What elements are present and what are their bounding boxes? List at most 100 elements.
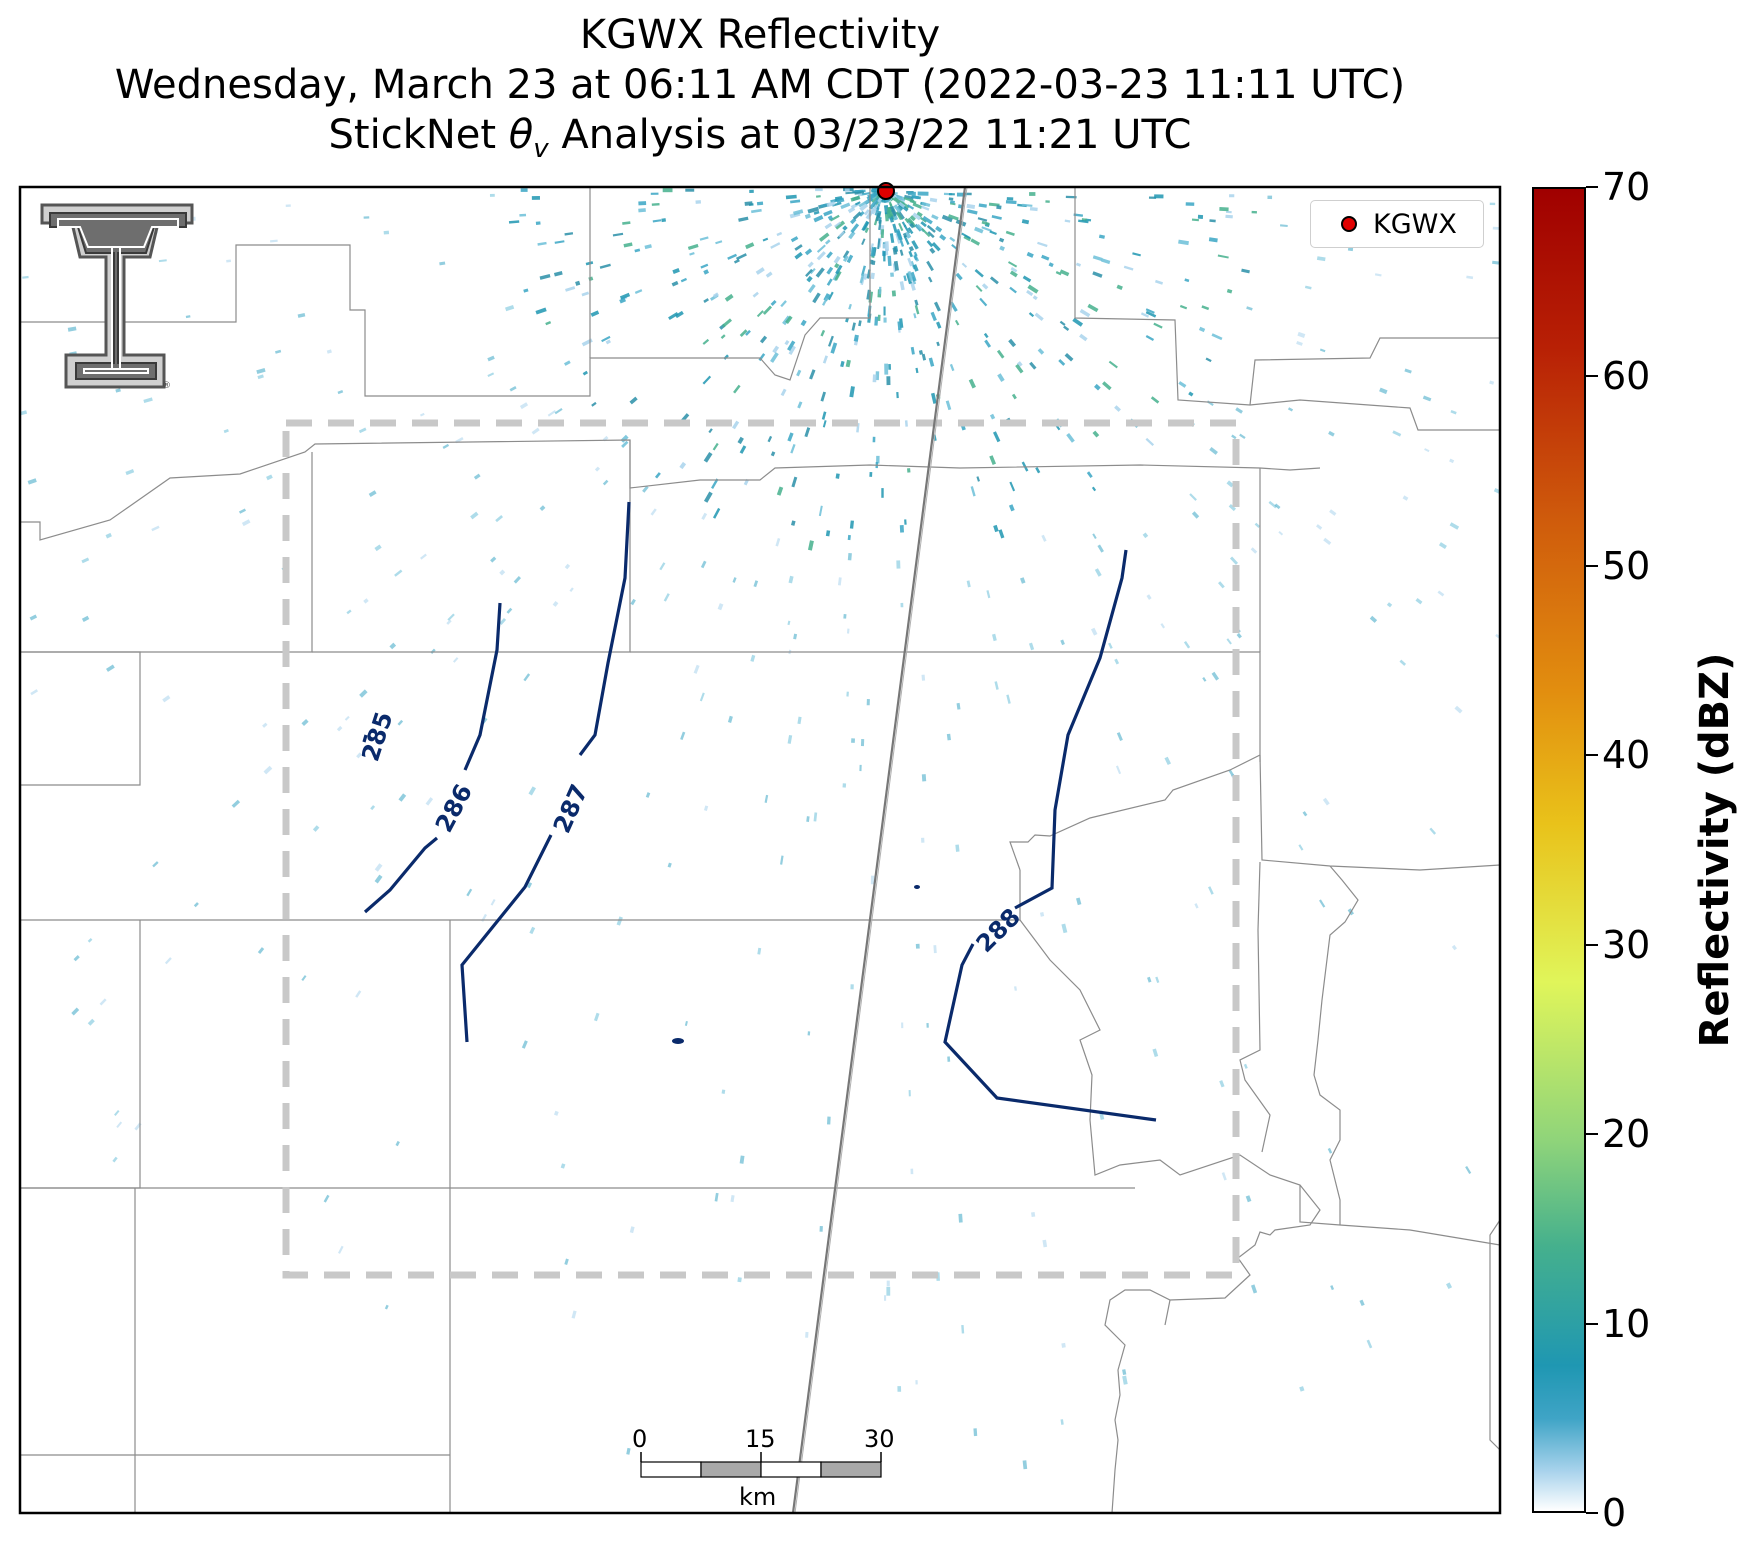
reflectivity-gate bbox=[884, 363, 889, 375]
reflectivity-gate bbox=[231, 799, 241, 808]
reflectivity-gate bbox=[913, 251, 918, 257]
reflectivity-gate bbox=[1027, 284, 1039, 294]
reflectivity-gate bbox=[1152, 1048, 1159, 1058]
reflectivity-gate bbox=[807, 261, 814, 268]
reflectivity-gate bbox=[1206, 400, 1214, 407]
reflectivity-gate bbox=[785, 315, 793, 324]
theta-v-contours bbox=[362, 501, 1157, 1122]
reflectivity-gate bbox=[745, 329, 751, 336]
reflectivity-gate bbox=[904, 194, 914, 200]
reflectivity-gate bbox=[1185, 202, 1195, 206]
reflectivity-gate bbox=[1236, 632, 1242, 639]
colorbar-tick-mark bbox=[1586, 564, 1598, 567]
reflectivity-gate bbox=[621, 440, 629, 448]
reflectivity-gate bbox=[1188, 391, 1194, 397]
reflectivity-gate bbox=[1316, 256, 1326, 262]
title-line-3-prefix: StickNet bbox=[328, 112, 509, 158]
reflectivity-gate bbox=[602, 479, 609, 486]
reflectivity-gate bbox=[1208, 237, 1218, 243]
beam-line bbox=[791, 187, 967, 1513]
reflectivity-gate bbox=[67, 326, 77, 332]
reflectivity-gate bbox=[933, 301, 941, 312]
reflectivity-gate bbox=[701, 512, 708, 520]
reflectivity-gate bbox=[667, 862, 672, 868]
reflectivity-gate bbox=[1147, 976, 1152, 983]
reflectivity-gate bbox=[834, 262, 840, 269]
reflectivity-gate bbox=[739, 329, 748, 337]
reflectivity-gate bbox=[1153, 322, 1163, 329]
reflectivity-gate bbox=[374, 544, 382, 552]
reflectivity-gate bbox=[29, 614, 38, 621]
reflectivity-gate bbox=[1221, 1172, 1227, 1181]
reflectivity-gate bbox=[921, 228, 931, 238]
reflectivity-gate bbox=[739, 445, 747, 454]
reflectivity-gate bbox=[984, 339, 992, 348]
reflectivity-gate bbox=[1009, 481, 1016, 492]
reflectivity-gate bbox=[847, 534, 851, 541]
reflectivity-gate bbox=[788, 345, 796, 355]
reflectivity-gate bbox=[908, 1089, 911, 1097]
reflectivity-gate bbox=[1297, 331, 1306, 338]
reflectivity-gate bbox=[1267, 195, 1273, 200]
reflectivity-gate bbox=[1327, 1147, 1333, 1154]
reflectivity-gate bbox=[807, 284, 816, 294]
reflectivity-gate bbox=[1032, 295, 1038, 301]
reflectivity-gate bbox=[920, 221, 927, 228]
reflectivity-gate bbox=[877, 314, 881, 321]
reflectivity-gate bbox=[956, 702, 961, 710]
reflectivity-gate bbox=[651, 203, 660, 206]
reflectivity-gate bbox=[1369, 615, 1378, 623]
reflectivity-gate bbox=[860, 738, 865, 747]
reflectivity-gate bbox=[721, 318, 732, 328]
reflectivity-gate bbox=[1132, 252, 1141, 257]
reflectivity-gate bbox=[745, 242, 755, 250]
reflectivity-gate bbox=[737, 436, 744, 445]
reflectivity-gate bbox=[1015, 364, 1024, 374]
reflectivity-gate bbox=[921, 353, 927, 361]
reflectivity-gate bbox=[71, 1007, 80, 1016]
reflectivity-gate bbox=[1184, 278, 1190, 283]
reflectivity-gate bbox=[906, 204, 915, 210]
reflectivity-gate bbox=[931, 214, 939, 221]
reflectivity-gate bbox=[301, 975, 307, 981]
reflectivity-gate bbox=[907, 468, 911, 473]
reflectivity-gate bbox=[893, 204, 902, 214]
reflectivity-gate bbox=[1116, 732, 1123, 742]
reflectivity-gate bbox=[612, 232, 624, 237]
reflectivity-gate bbox=[981, 283, 989, 290]
reflectivity-gate bbox=[1006, 197, 1014, 201]
reflectivity-gate bbox=[822, 420, 827, 428]
reflectivity-gate bbox=[921, 774, 927, 782]
reflectivity-gate bbox=[395, 1140, 400, 1147]
reflectivity-gate bbox=[374, 863, 383, 872]
colorbar-tick-label: 0 bbox=[1602, 1491, 1627, 1535]
reflectivity-gate bbox=[1028, 312, 1035, 318]
reflectivity-gate bbox=[749, 189, 754, 193]
reflectivity-gate bbox=[374, 874, 383, 884]
reflectivity-gate bbox=[819, 1225, 823, 1232]
reflectivity-gate bbox=[974, 269, 984, 278]
reflectivity-gate bbox=[844, 188, 850, 192]
reflectivity-gate bbox=[661, 218, 666, 223]
reflectivity-gate bbox=[545, 320, 552, 326]
reflectivity-gate bbox=[850, 984, 854, 990]
reflectivity-gate bbox=[1039, 912, 1045, 917]
reflectivity-gate bbox=[1278, 531, 1284, 536]
reflectivity-gate bbox=[767, 435, 773, 443]
reflectivity-gate bbox=[1225, 210, 1232, 214]
reflectivity-gate bbox=[955, 272, 963, 281]
reflectivity-gate bbox=[912, 195, 919, 200]
reflectivity-gate bbox=[1226, 288, 1233, 294]
reflectivity-gate bbox=[1059, 320, 1066, 326]
reflectivity-gate bbox=[895, 211, 903, 221]
reflectivity-gate bbox=[714, 1192, 719, 1202]
reflectivity-gate bbox=[805, 1331, 809, 1338]
reflectivity-gate bbox=[826, 201, 835, 208]
reflectivity-gate bbox=[978, 203, 987, 208]
reflectivity-gate bbox=[900, 602, 904, 608]
reflectivity-gate bbox=[523, 288, 529, 293]
reflectivity-gate bbox=[933, 945, 937, 954]
reflectivity-gate bbox=[1091, 486, 1097, 492]
reflectivity-gate bbox=[599, 263, 611, 269]
reflectivity-gate bbox=[1101, 258, 1111, 265]
